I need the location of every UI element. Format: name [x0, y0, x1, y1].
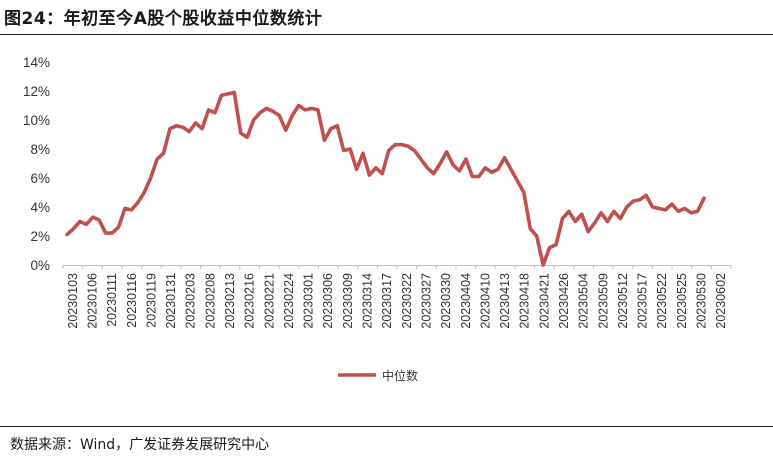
x-tick-label: 20230410: [478, 273, 492, 329]
x-tick-label: 20230216: [243, 273, 257, 329]
y-tick-label: 14%: [23, 55, 50, 70]
x-tick-label: 20230301: [302, 273, 316, 329]
x-tick-label: 20230426: [557, 273, 571, 329]
legend: 中位数: [338, 368, 418, 383]
x-tick-label: 20230413: [498, 273, 512, 329]
source-divider: [0, 426, 773, 427]
x-tick-label: 20230309: [341, 273, 355, 329]
y-tick-label: 12%: [23, 84, 50, 99]
x-axis-tick-labels: 20230103 20230106 20230111 20230116 20230119…: [66, 273, 728, 329]
x-tick-label: 20230421: [537, 273, 551, 329]
x-tick-label: 20230512: [616, 273, 630, 329]
x-tick-label: 20230404: [459, 273, 473, 329]
x-tick-label: 20230116: [125, 273, 139, 328]
x-tick-label: 20230306: [321, 273, 335, 329]
x-tick-label: 20230314: [361, 273, 375, 329]
x-tick-label: 20230509: [596, 273, 610, 329]
y-tick-label: 0%: [30, 258, 50, 273]
y-tick-label: 6%: [30, 171, 50, 186]
y-axis-tick-labels: 0% 2% 4% 6% 8% 10% 12% 14%: [23, 55, 50, 273]
x-tick-label: 20230517: [636, 273, 650, 329]
y-tick-label: 4%: [30, 200, 50, 215]
x-tick-label: 20230330: [439, 273, 453, 329]
series-line-median: [65, 90, 706, 267]
legend-label-median: 中位数: [382, 368, 418, 383]
x-tick-label: 20230504: [577, 273, 591, 329]
x-tick-label: 20230103: [66, 273, 80, 329]
x-tick-label: 20230317: [380, 273, 394, 329]
x-tick-label: 20230111: [105, 273, 119, 327]
x-tick-label: 20230203: [184, 273, 198, 329]
source-note: 数据来源：Wind，广发证券发展研究中心: [10, 437, 270, 453]
figure-title: 图24：年初至今A股个股收益中位数统计: [4, 9, 323, 29]
x-tick-label: 20230106: [85, 273, 99, 329]
x-tick-label: 20230221: [262, 273, 276, 329]
x-tick-label: 20230213: [223, 273, 237, 329]
x-tick-label: 20230418: [518, 273, 532, 329]
y-tick-label: 2%: [30, 229, 50, 244]
x-tick-label: 20230119: [144, 273, 158, 328]
x-tick-label: 20230208: [203, 273, 217, 329]
x-tick-label: 20230530: [695, 273, 709, 329]
x-tick-label: 20230322: [400, 273, 414, 329]
x-tick-label: 20230602: [714, 273, 728, 329]
x-tick-label: 20230525: [675, 273, 689, 329]
y-tick-label: 8%: [30, 142, 50, 157]
x-tick-label: 20230131: [164, 273, 178, 329]
x-tick-label: 20230522: [655, 273, 669, 329]
title-divider: [0, 34, 773, 35]
y-tick-label: 10%: [23, 113, 50, 128]
x-tick-label: 20230224: [282, 273, 296, 329]
x-axis-tick-marks: [62, 265, 732, 269]
x-tick-label: 20230327: [419, 273, 433, 329]
